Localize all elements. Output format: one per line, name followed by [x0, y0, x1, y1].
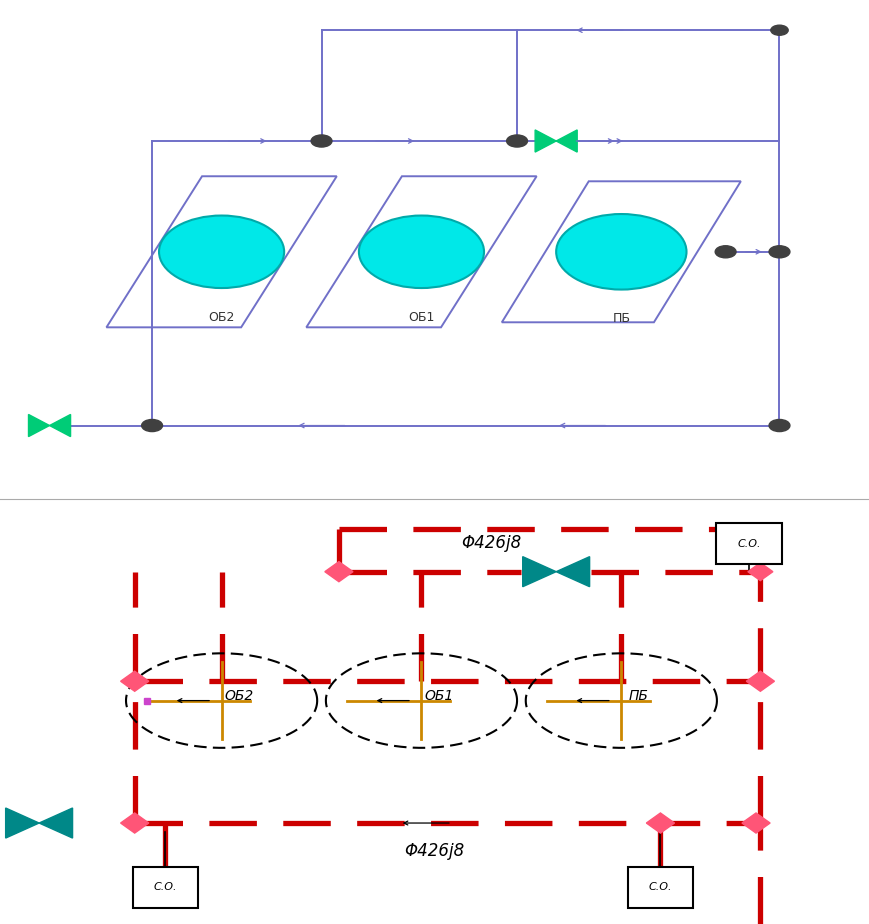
FancyBboxPatch shape	[628, 867, 693, 908]
Polygon shape	[556, 556, 589, 587]
Polygon shape	[746, 671, 774, 691]
Polygon shape	[29, 415, 50, 437]
Polygon shape	[742, 813, 770, 833]
Text: ПБ: ПБ	[613, 312, 630, 325]
FancyBboxPatch shape	[716, 523, 782, 565]
Text: Φ426ј8: Φ426ј8	[404, 843, 465, 860]
Polygon shape	[39, 808, 73, 838]
Polygon shape	[5, 808, 39, 838]
Polygon shape	[121, 671, 149, 691]
Polygon shape	[535, 130, 556, 152]
Text: ОБ1: ОБ1	[408, 310, 434, 323]
Circle shape	[142, 419, 163, 432]
Text: ОБ1: ОБ1	[424, 689, 454, 703]
Circle shape	[769, 419, 790, 432]
Circle shape	[715, 246, 736, 258]
Polygon shape	[748, 563, 773, 580]
Polygon shape	[121, 813, 149, 833]
Polygon shape	[647, 813, 674, 833]
Text: С.О.: С.О.	[648, 882, 673, 893]
Text: Φ426ј8: Φ426ј8	[461, 534, 521, 553]
Circle shape	[311, 135, 332, 147]
Text: С.О.: С.О.	[153, 882, 177, 893]
Text: ОБ2: ОБ2	[209, 310, 235, 323]
Polygon shape	[325, 562, 353, 582]
Circle shape	[771, 25, 788, 35]
Polygon shape	[523, 556, 556, 587]
Circle shape	[769, 246, 790, 258]
Text: ОБ2: ОБ2	[224, 689, 254, 703]
Text: С.О.: С.О.	[737, 539, 761, 549]
Text: ПБ: ПБ	[629, 689, 648, 703]
Polygon shape	[556, 130, 577, 152]
Circle shape	[359, 215, 484, 288]
FancyBboxPatch shape	[132, 867, 197, 908]
Circle shape	[556, 214, 687, 289]
Circle shape	[507, 135, 527, 147]
Polygon shape	[50, 415, 70, 437]
Circle shape	[159, 215, 284, 288]
